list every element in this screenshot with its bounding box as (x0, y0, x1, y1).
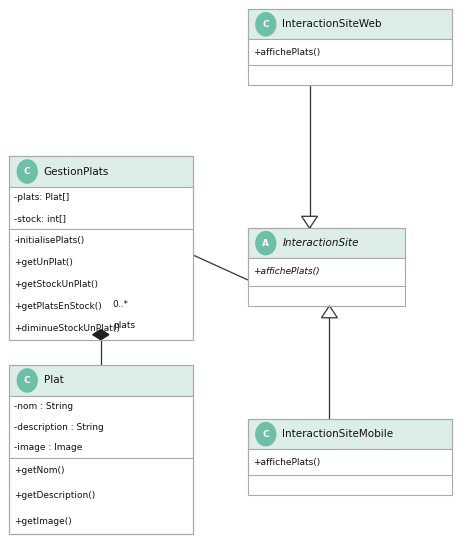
Bar (248, 228, 405, 306)
Text: +getPlatsEnStock(): +getPlatsEnStock() (14, 302, 102, 311)
Text: -description : String: -description : String (14, 422, 104, 432)
Bar (248, 228, 405, 258)
Text: C: C (262, 20, 269, 29)
Text: plats: plats (113, 321, 135, 330)
Text: +getDescription(): +getDescription() (14, 491, 96, 500)
Bar (248, 258, 405, 286)
Circle shape (256, 231, 276, 255)
Text: 0..*: 0..* (113, 300, 129, 310)
Text: InteractionSite: InteractionSite (282, 238, 359, 248)
Bar (248, 39, 452, 65)
Polygon shape (302, 216, 317, 228)
Text: -stock: int[]: -stock: int[] (14, 214, 66, 223)
Text: -nom : String: -nom : String (14, 402, 74, 411)
Text: +getImage(): +getImage() (14, 516, 72, 526)
Circle shape (256, 422, 276, 446)
Text: +getUnPlat(): +getUnPlat() (14, 258, 73, 267)
Polygon shape (322, 306, 337, 318)
Bar (9, 364, 193, 534)
Circle shape (256, 12, 276, 36)
Bar (9, 396, 193, 458)
Bar (9, 458, 193, 534)
Text: +affichePlats(): +affichePlats() (253, 48, 320, 56)
Text: +affichePlats(): +affichePlats() (253, 268, 320, 276)
Text: +getStockUnPlat(): +getStockUnPlat() (14, 280, 98, 289)
Text: C: C (24, 376, 31, 385)
Bar (9, 187, 193, 229)
Bar (9, 229, 193, 340)
Bar (9, 364, 193, 396)
Bar (248, 9, 452, 39)
Bar (248, 9, 452, 85)
Text: -plats: Plat[]: -plats: Plat[] (14, 193, 69, 203)
Text: GestionPlats: GestionPlats (44, 167, 109, 176)
Bar (248, 449, 452, 475)
Bar (9, 156, 193, 340)
Circle shape (17, 160, 37, 183)
Text: InteractionSiteMobile: InteractionSiteMobile (282, 429, 393, 439)
Text: C: C (24, 167, 31, 176)
Polygon shape (93, 330, 109, 340)
Text: C: C (262, 430, 269, 439)
Bar (9, 156, 193, 187)
Bar (248, 419, 452, 495)
Circle shape (17, 369, 37, 392)
Bar (248, 419, 452, 449)
Text: -image : Image: -image : Image (14, 443, 82, 452)
Text: -initialisePlats(): -initialisePlats() (14, 236, 84, 245)
Text: InteractionSiteWeb: InteractionSiteWeb (282, 19, 382, 29)
Text: +getNom(): +getNom() (14, 466, 65, 475)
Text: +diminueStockUnPlat(): +diminueStockUnPlat() (14, 324, 120, 333)
Text: A: A (262, 238, 269, 248)
Text: +affichePlats(): +affichePlats() (253, 458, 320, 466)
Text: Plat: Plat (44, 375, 63, 386)
